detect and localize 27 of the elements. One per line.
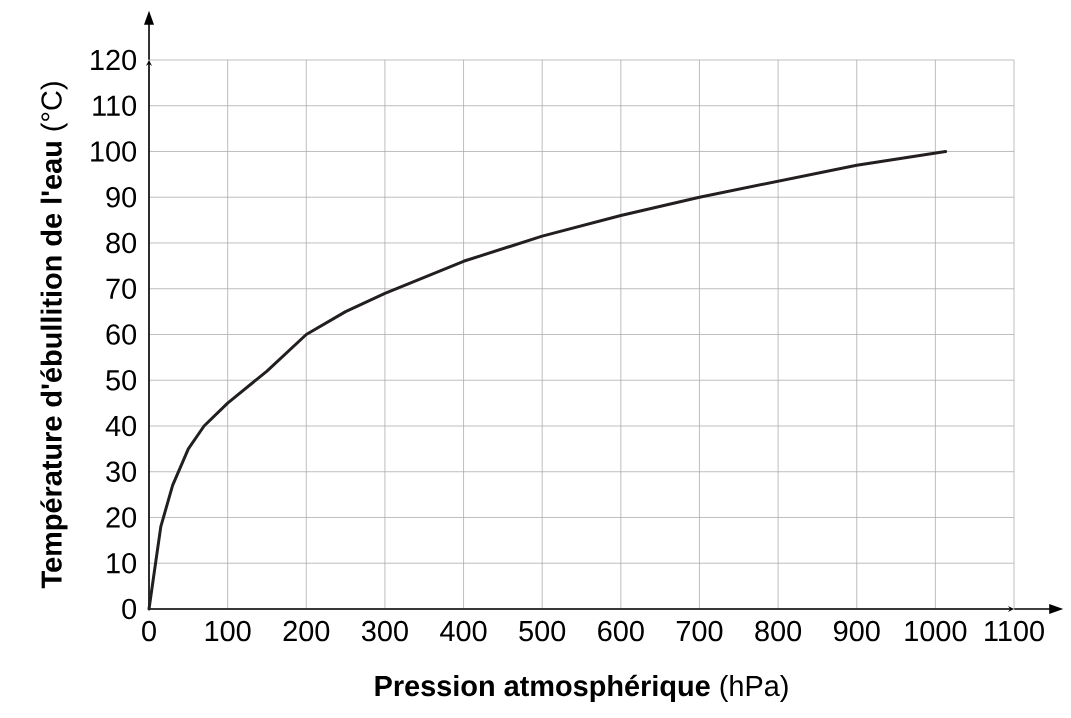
x-tick-label: 300 bbox=[361, 620, 408, 642]
x-tick-label: 400 bbox=[440, 620, 487, 642]
y-tick-label: 30 bbox=[106, 461, 137, 482]
x-tick-label: 1000 bbox=[905, 620, 967, 642]
x-tick-label: 800 bbox=[755, 620, 802, 642]
y-axis-title: Température d'ébullition de l'eau (°C) bbox=[40, 82, 68, 589]
x-tick-label: 500 bbox=[519, 620, 566, 642]
y-tick-label: 60 bbox=[106, 324, 137, 345]
x-axis-title: Pression atmosphérique (hPa) bbox=[375, 674, 788, 702]
x-tick-label: 0 bbox=[142, 620, 156, 642]
y-tick-label: 80 bbox=[106, 232, 137, 254]
x-tick-label: 900 bbox=[834, 620, 880, 642]
y-tick-label: 40 bbox=[105, 415, 137, 437]
y-tick-label: 0 bbox=[122, 598, 137, 620]
y-tick-label: 100 bbox=[91, 141, 137, 162]
y-tick-label: 50 bbox=[106, 370, 137, 391]
y-tick-label: 70 bbox=[106, 278, 137, 299]
y-tick-label: 120 bbox=[91, 49, 137, 71]
x-tick-label: 600 bbox=[598, 620, 644, 642]
y-tick-label: 10 bbox=[107, 553, 137, 574]
x-tick-label: 200 bbox=[283, 620, 330, 642]
y-tick-label: 20 bbox=[106, 507, 137, 528]
x-tick-label: 100 bbox=[205, 620, 251, 642]
x-tick-label: 700 bbox=[676, 620, 723, 642]
y-tick-label: 90 bbox=[106, 187, 137, 208]
x-tick-label: 1100 bbox=[985, 620, 1044, 642]
y-tick-label: 110 bbox=[93, 95, 137, 116]
